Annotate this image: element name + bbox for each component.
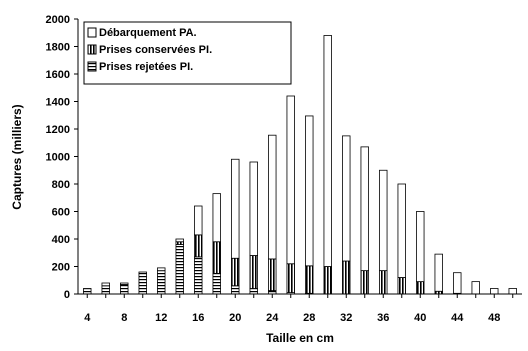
bar-debarquement-pa-32: [342, 135, 351, 262]
x-tick-label: 12: [155, 312, 167, 324]
legend-box: [83, 21, 292, 85]
x-axis-title: Taille en cm: [266, 331, 334, 345]
bar-debarquement-pa-50: [508, 288, 517, 295]
bar-debarquement-pa-42: [434, 253, 443, 292]
x-tick-label: 36: [377, 312, 389, 324]
y-tick-label: 1600: [46, 69, 70, 81]
legend-swatch-prises-rejetees-pi: [87, 61, 97, 72]
bar-prises-conservees-pi-36: [379, 270, 388, 295]
x-ticks-group: 4 8 12 16 20 24 28 32 36 40 44 48: [84, 294, 514, 324]
y-tick-label: 1200: [46, 124, 70, 136]
bar-debarquement-pa-46: [471, 281, 480, 295]
x-tick-label: 16: [192, 312, 204, 324]
bar-debarquement-pa-12: [157, 267, 166, 272]
bar-prises-conservees-pi-24: [268, 258, 277, 291]
legend-swatch-prises-conservees-pi: [87, 44, 97, 55]
bar-prises-rejetees-pi-16: [194, 256, 203, 295]
bar-debarquement-pa-28: [305, 115, 314, 267]
bar-prises-rejetees-pi-10: [138, 272, 147, 295]
x-tick-label: 4: [84, 312, 91, 324]
y-tick-label: 400: [52, 234, 70, 246]
x-tick-label: 20: [229, 312, 241, 324]
x-tick-label: 48: [488, 312, 500, 324]
x-tick-label: 44: [451, 312, 464, 324]
bar-prises-conservees-pi-34: [360, 270, 369, 295]
bar-debarquement-pa-48: [490, 288, 499, 295]
bar-debarquement-pa-30: [323, 35, 332, 267]
bar-debarquement-pa-18: [212, 193, 221, 243]
legend-swatch-debarquement-pa: [87, 27, 97, 38]
bar-debarquement-pa-6: [101, 282, 110, 287]
bar-prises-conservees-pi-22: [249, 255, 258, 289]
bar-prises-conservees-pi-20: [231, 257, 240, 287]
y-tick-label: 800: [52, 179, 70, 191]
bar-prises-conservees-pi-14: [175, 241, 184, 245]
y-axis-title: Captures (milliers): [10, 104, 24, 209]
x-tick-label: 24: [266, 312, 279, 324]
bar-prises-conservees-pi-38: [397, 277, 406, 295]
bar-debarquement-pa-24: [268, 134, 277, 260]
y-tick-label: 0: [64, 289, 70, 301]
bar-prises-conservees-pi-40: [416, 281, 425, 295]
legend-label-debarquement-pa: Débarquement PA.: [99, 27, 197, 39]
bar-prises-conservees-pi-30: [323, 266, 332, 295]
bar-debarquement-pa-38: [397, 183, 406, 278]
bar-prises-conservees-pi-32: [342, 260, 351, 295]
legend: Débarquement PA. Prises conservées PI. Pri…: [83, 21, 292, 85]
bar-debarquement-pa-26: [286, 95, 295, 265]
bar-prises-rejetees-pi-22: [249, 288, 258, 295]
bar-debarquement-pa-20: [231, 158, 240, 259]
bar-prises-rejetees-pi-8: [120, 283, 129, 295]
y-tick-label: 1400: [46, 97, 70, 109]
x-tick-label: 8: [121, 312, 127, 324]
y-tick-label: 2000: [46, 14, 70, 26]
bar-prises-rejetees-pi-6: [101, 285, 110, 295]
bar-debarquement-pa-44: [453, 272, 462, 294]
bar-prises-rejetees-pi-24: [268, 290, 277, 295]
bar-debarquement-pa-40: [416, 211, 425, 283]
bar-debarquement-pa-16: [194, 205, 203, 236]
x-tick-label: 32: [340, 312, 352, 324]
bars-group: [83, 35, 517, 295]
legend-label-prises-conservees-pi: Prises conservées PI.: [99, 44, 212, 56]
bar-debarquement-pa-10: [138, 271, 147, 274]
bar-prises-rejetees-pi-18: [212, 272, 221, 295]
bar-debarquement-pa-34: [360, 146, 369, 272]
bar-prises-rejetees-pi-14: [175, 244, 184, 295]
y-tick-label: 1000: [46, 152, 70, 164]
bar-prises-conservees-pi-16: [194, 234, 203, 258]
x-tick-label: 40: [414, 312, 426, 324]
bar-prises-rejetees-pi-20: [231, 285, 240, 295]
bar-debarquement-pa-22: [249, 161, 258, 256]
bar-prises-conservees-pi-18: [212, 241, 221, 274]
bar-prises-rejetees-pi-12: [157, 270, 166, 295]
x-tick-label: 28: [303, 312, 315, 324]
bar-debarquement-pa-14: [175, 238, 184, 243]
legend-label-prises-rejetees-pi: Prises rejetées PI.: [99, 61, 193, 73]
y-ticks-group: 0 200 400 600 800 1000 1200 1400 1600 1800 2000: [46, 14, 78, 301]
y-tick-label: 200: [52, 262, 70, 274]
bar-prises-conservees-pi-26: [286, 263, 295, 294]
y-tick-label: 600: [52, 207, 70, 219]
bar-prises-conservees-pi-28: [305, 265, 314, 294]
bar-debarquement-pa-8: [120, 282, 129, 285]
bar-debarquement-pa-36: [379, 169, 388, 272]
y-tick-label: 1800: [46, 42, 70, 54]
bar-prises-rejetees-pi-4: [83, 288, 92, 295]
